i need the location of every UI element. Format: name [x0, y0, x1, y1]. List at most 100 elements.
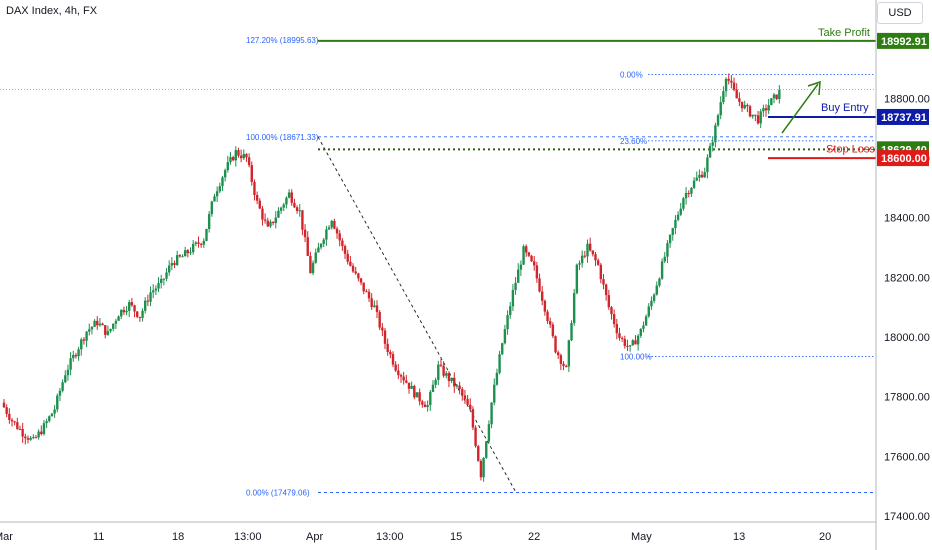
candle-body: [626, 345, 629, 347]
candle-body: [314, 252, 317, 263]
candle-body: [351, 265, 355, 272]
candle-body: [130, 302, 134, 306]
candle-body: [487, 424, 491, 442]
candle-body: [159, 278, 163, 284]
candle-body: [349, 261, 352, 266]
candle-body: [668, 234, 672, 244]
candle-body: [690, 187, 693, 194]
candle-body: [778, 90, 781, 99]
candle-body: [245, 154, 248, 158]
candle-body: [186, 250, 190, 254]
candle-body: [586, 243, 589, 257]
candle-body: [703, 172, 706, 178]
candle-body: [343, 246, 347, 254]
candle-body: [674, 219, 677, 229]
fib-label: 100.00% (18671.33): [246, 133, 319, 142]
x-tick-label: 13:00: [376, 531, 404, 543]
candle-body: [501, 343, 504, 355]
candle-body: [181, 256, 184, 258]
candle-body: [221, 177, 224, 187]
candle-body: [226, 162, 230, 171]
candle-body: [722, 91, 725, 103]
candle-body: [282, 204, 285, 208]
candle-body: [157, 283, 160, 289]
candle-body: [495, 372, 499, 385]
candle-body: [362, 282, 365, 292]
candle-body: [463, 395, 467, 399]
take-profit-badge-text: 18992.91: [881, 36, 927, 48]
candle-body: [325, 229, 328, 240]
candle-body: [525, 246, 528, 253]
candle-body: [21, 428, 24, 437]
candle-body: [274, 217, 277, 224]
y-tick-label: 17600.00: [884, 451, 930, 463]
candle-body: [740, 101, 744, 109]
candle-body: [375, 305, 379, 313]
candle-body: [567, 340, 571, 367]
y-tick-label: 17400.00: [884, 511, 930, 523]
candle-body: [247, 157, 251, 166]
x-tick-label: Mar: [0, 531, 13, 543]
candle-body: [381, 327, 384, 331]
candle-body: [389, 351, 392, 355]
candle-body: [772, 94, 776, 99]
candle-body: [767, 105, 770, 111]
candle-body: [485, 441, 488, 458]
candle-body: [634, 340, 637, 345]
currency-button[interactable]: USD: [877, 2, 923, 24]
candle-body: [716, 115, 720, 126]
candle-body: [533, 261, 536, 266]
x-tick-label: 11: [93, 531, 104, 543]
candle-body: [607, 295, 611, 308]
candle-body: [146, 300, 150, 302]
candle-body: [530, 255, 533, 262]
candle-body: [311, 262, 315, 274]
candle-body: [447, 373, 451, 382]
candle-body: [386, 343, 389, 352]
candle-body: [391, 354, 395, 365]
candle-body: [458, 385, 461, 389]
candle-body: [341, 240, 344, 247]
candle-body: [189, 252, 192, 254]
x-tick-label: May: [631, 531, 652, 543]
candle-body: [183, 250, 187, 257]
candle-body: [770, 98, 773, 106]
candle-body: [231, 157, 235, 161]
candle-body: [93, 320, 96, 327]
candle-body: [695, 177, 698, 181]
candle-body: [743, 104, 746, 109]
candle-body: [301, 210, 304, 230]
candle-body: [53, 409, 56, 414]
candle-body: [647, 306, 650, 317]
candle-body: [482, 457, 485, 478]
candle-body: [548, 321, 552, 325]
candle-body: [522, 246, 525, 265]
candle-body: [498, 354, 501, 373]
candle-body: [258, 200, 261, 209]
candle-body: [620, 337, 624, 339]
stop-loss-label: Stop Loss: [826, 143, 875, 155]
candle-body: [199, 243, 203, 245]
candle-body: [474, 427, 477, 447]
candle-body: [373, 305, 376, 308]
candle-body: [191, 243, 195, 253]
y-tick-label: 18000.00: [884, 332, 930, 344]
candle-body: [559, 355, 563, 364]
candle-body: [442, 365, 445, 376]
candle-body: [229, 157, 232, 163]
candle-body: [2, 402, 6, 408]
candle-body: [639, 328, 642, 336]
fib-recent-label: 100.00%: [620, 352, 652, 361]
candle-body: [26, 438, 30, 440]
candle-body: [426, 405, 429, 408]
candle-body: [383, 330, 387, 344]
candle-body: [503, 329, 507, 344]
candle-body: [698, 174, 701, 178]
candle-body: [152, 290, 155, 293]
candle-body: [415, 392, 419, 398]
candle-body: [66, 369, 70, 376]
candle-body: [407, 382, 411, 389]
candle-body: [69, 358, 72, 370]
take-profit-label: Take Profit: [818, 27, 870, 39]
